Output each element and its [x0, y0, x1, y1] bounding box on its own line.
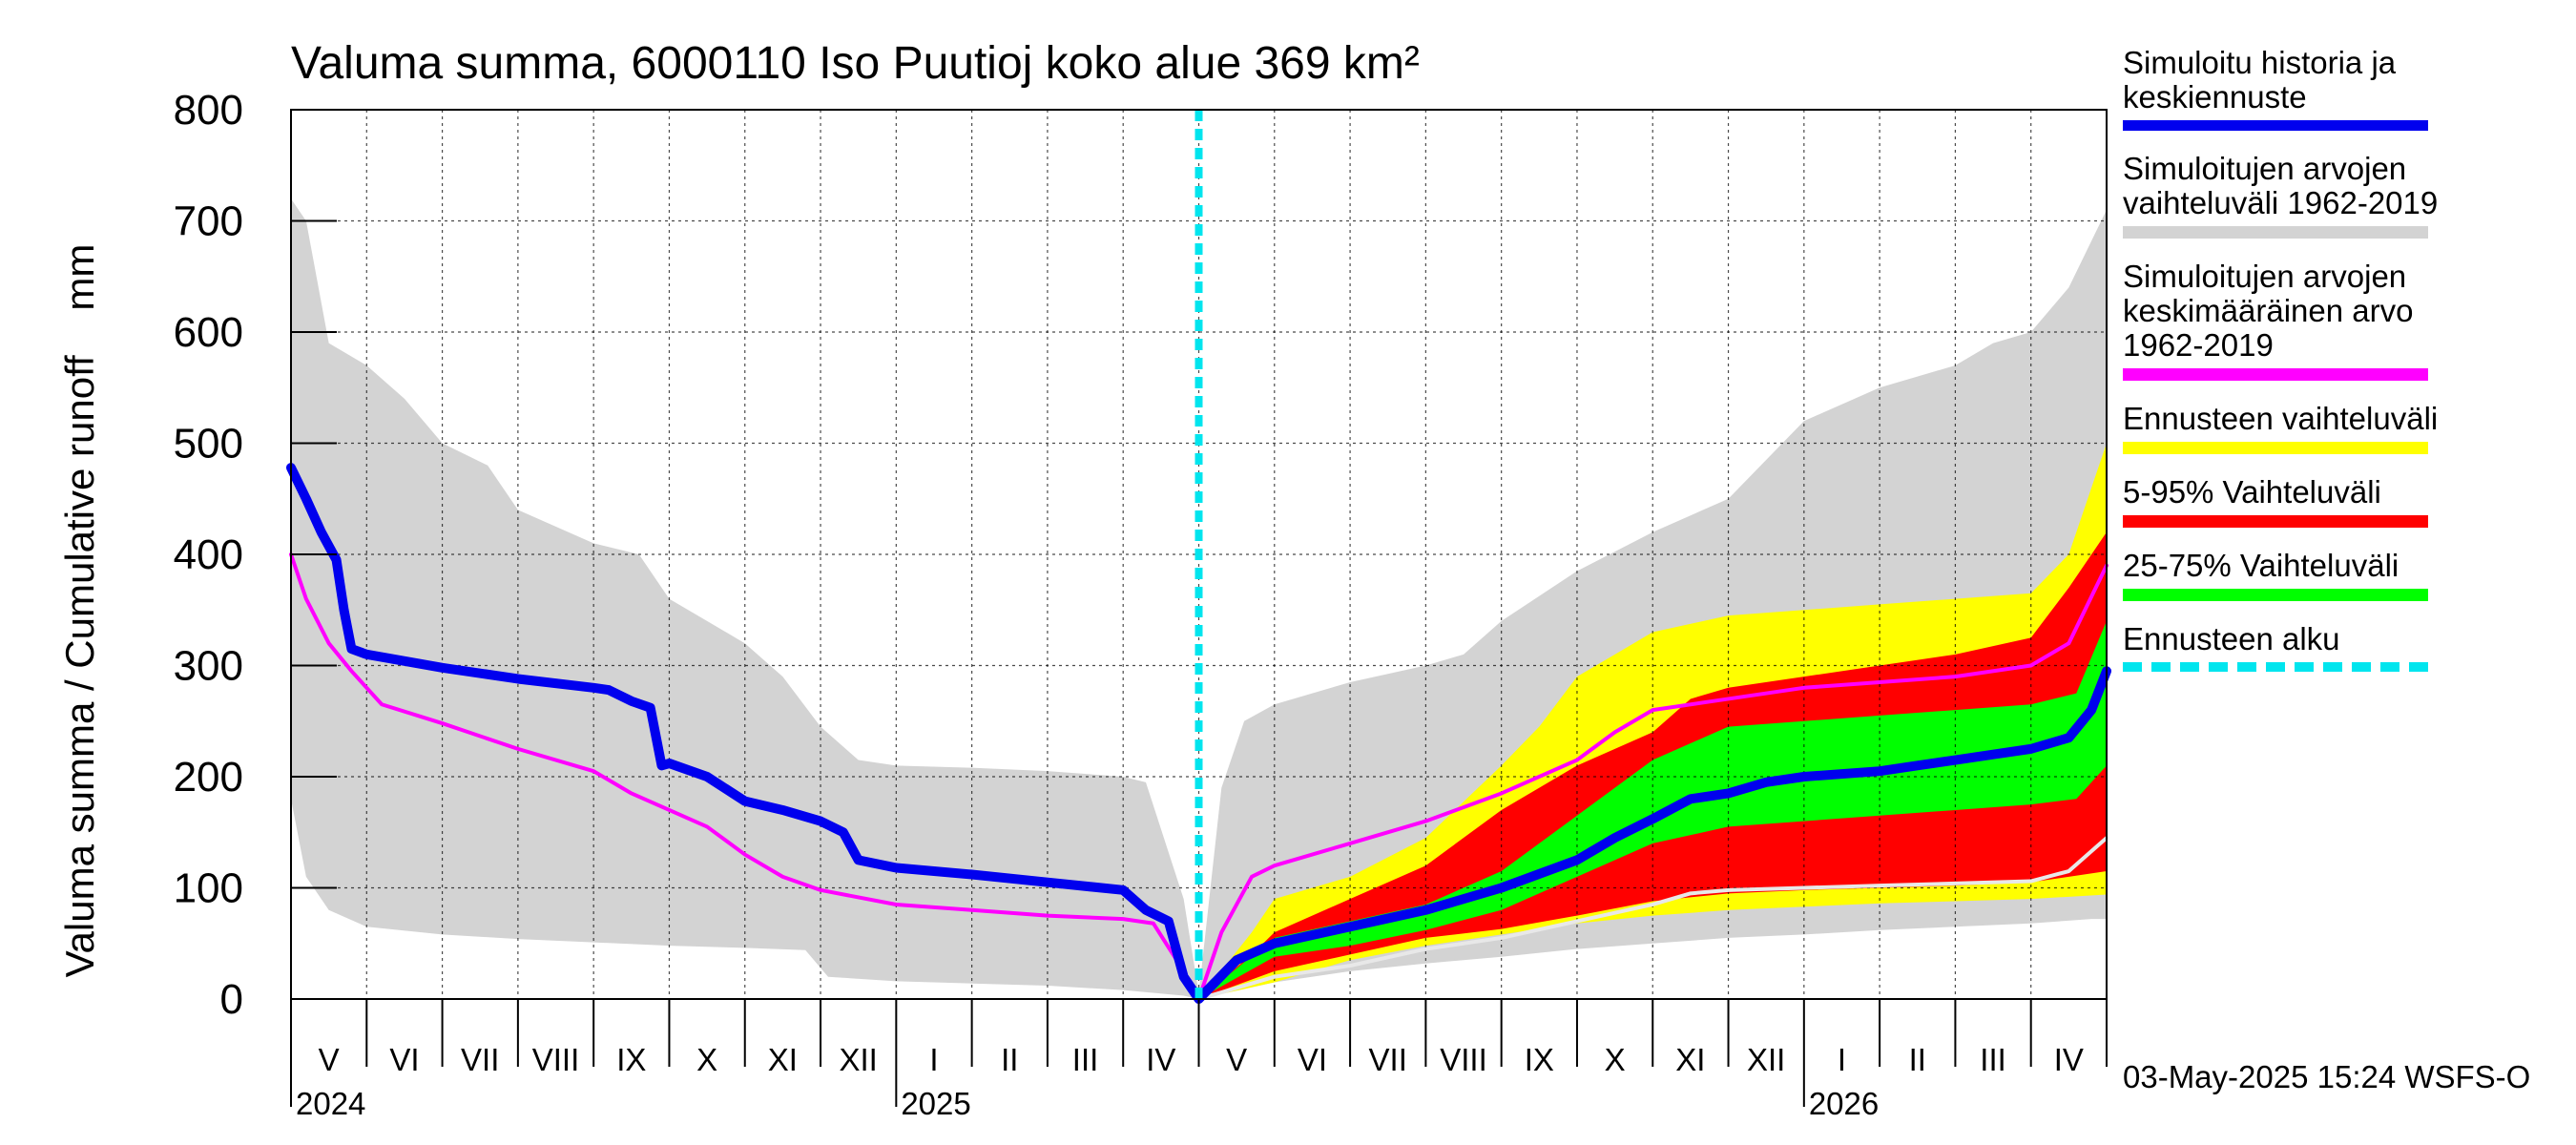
month-label: X — [696, 1042, 717, 1077]
month-label: VIII — [1440, 1042, 1487, 1077]
legend-swatch — [2123, 662, 2428, 672]
legend-label: 5-95% Vaihteluväli — [2123, 474, 2381, 510]
forecast-low-line — [1196, 836, 2109, 1001]
month-label: VIII — [532, 1042, 580, 1077]
y-tick-label: 700 — [174, 198, 243, 245]
history-forecast-line — [286, 463, 2111, 1004]
p25-75-band — [1198, 620, 2107, 999]
legend-label: Simuloitujen arvojen vaihteluväli 1962-2… — [2123, 151, 2439, 220]
y-tick-label: 200 — [174, 754, 243, 801]
legend-swatch — [2123, 515, 2428, 528]
legend-label: Simuloitujen arvojen keskimääräinen arvo… — [2123, 259, 2414, 363]
y-tick-label: 500 — [174, 421, 243, 468]
legend-item: 25-75% Vaihteluväli — [2123, 549, 2562, 601]
legend-item: 5-95% Vaihteluväli — [2123, 475, 2562, 528]
month-label: VII — [1369, 1042, 1407, 1077]
legend-label: 25-75% Vaihteluväli — [2123, 548, 2399, 583]
month-label: IX — [1525, 1042, 1554, 1077]
legend-label: Simuloitu historia ja keskiennuste — [2123, 45, 2397, 114]
legend-label: Ennusteen alku — [2123, 621, 2340, 656]
month-label: IX — [616, 1042, 646, 1077]
month-label: I — [929, 1042, 938, 1077]
legend-swatch — [2123, 368, 2428, 381]
month-label: II — [1909, 1042, 1926, 1077]
month-label: IV — [2054, 1042, 2084, 1077]
month-label: II — [1001, 1042, 1018, 1077]
year-label: 2024 — [296, 1086, 365, 1121]
legend-item: Simuloitujen arvojen vaihteluväli 1962-2… — [2123, 152, 2562, 239]
mean-line — [289, 552, 2109, 1001]
y-tick-label: 300 — [174, 643, 243, 690]
month-label: VI — [1298, 1042, 1327, 1077]
year-label: 2025 — [901, 1086, 970, 1121]
y-tick-label: 0 — [220, 976, 243, 1023]
y-tick-label: 100 — [174, 865, 243, 912]
legend-label: Ennusteen vaihteluväli — [2123, 401, 2439, 436]
plot-area — [286, 110, 2111, 1004]
month-label: XII — [1747, 1042, 1785, 1077]
legend: Simuloitu historia ja keskiennuste Simulo… — [2123, 46, 2562, 693]
month-label: VI — [389, 1042, 419, 1077]
legend-item: Simuloitujen arvojen keskimääräinen arvo… — [2123, 260, 2562, 381]
month-label: XI — [1675, 1042, 1705, 1077]
legend-swatch — [2123, 442, 2428, 454]
legend-swatch — [2123, 589, 2428, 601]
legend-item: Ennusteen vaihteluväli — [2123, 402, 2562, 454]
month-label: III — [1980, 1042, 2006, 1077]
legend-swatch — [2123, 226, 2428, 239]
timestamp: 03-May-2025 15:24 WSFS-O — [2123, 1059, 2531, 1094]
grid — [291, 110, 2107, 999]
year-label: 2026 — [1809, 1086, 1879, 1121]
month-label: XI — [768, 1042, 798, 1077]
y-tick-label: 600 — [174, 309, 243, 356]
legend-swatch — [2123, 120, 2428, 131]
month-label: IV — [1146, 1042, 1175, 1077]
y-tick-label: 400 — [174, 531, 243, 578]
month-label: V — [1226, 1042, 1247, 1077]
legend-item: Simuloitu historia ja keskiennuste — [2123, 46, 2562, 131]
month-label: III — [1072, 1042, 1099, 1077]
month-label: I — [1838, 1042, 1846, 1077]
legend-item: Ennusteen alku — [2123, 622, 2562, 672]
month-label: XII — [840, 1042, 878, 1077]
month-label: V — [319, 1042, 340, 1077]
chart-title: Valuma summa, 6000110 Iso Puutioj koko a… — [291, 38, 1420, 89]
y-axis-label: Valuma summa / Cumulative runoff mm — [57, 244, 102, 978]
month-label: VII — [461, 1042, 499, 1077]
y-tick-label: 800 — [174, 87, 243, 134]
month-label: X — [1605, 1042, 1626, 1077]
